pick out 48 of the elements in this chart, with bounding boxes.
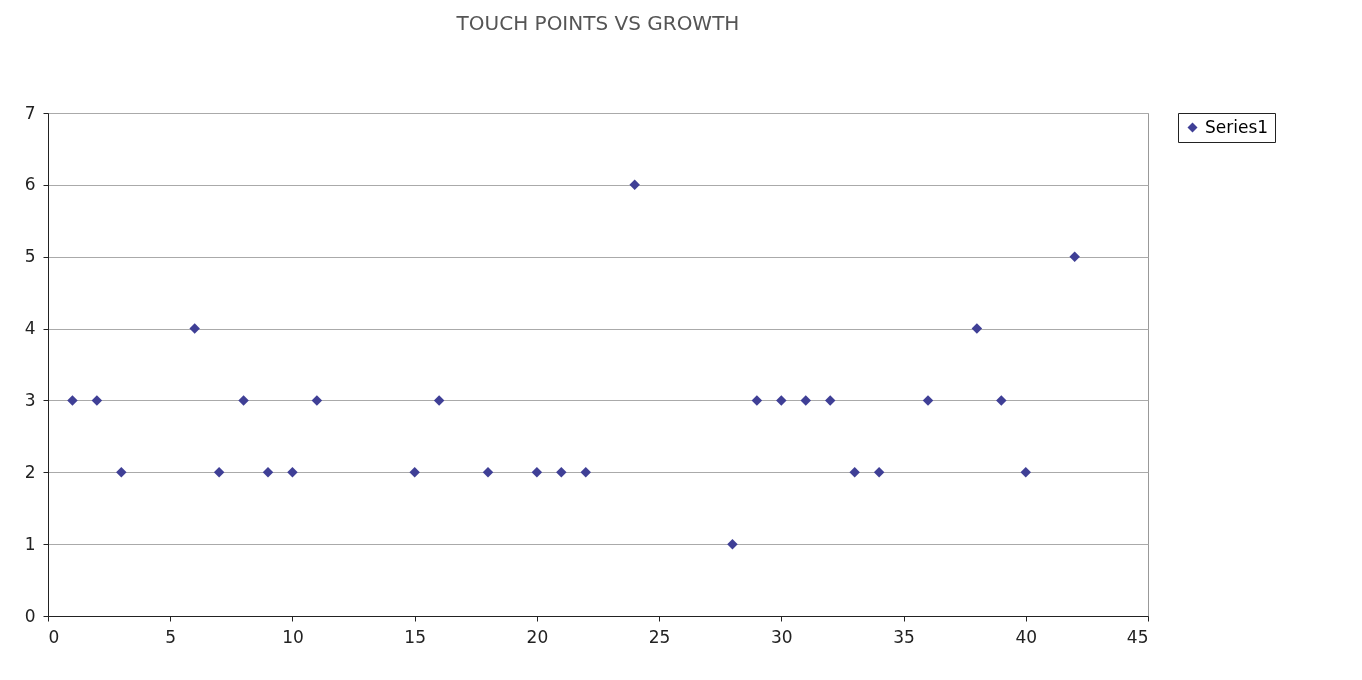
- y-tick-label: 1: [24, 533, 36, 554]
- y-tick-label: 3: [24, 389, 36, 410]
- point: [213, 467, 225, 478]
- y-tick-label: 0: [24, 605, 36, 626]
- chart-title: TOUCH POINTS VS GROWTH: [455, 11, 740, 35]
- point: [409, 467, 420, 478]
- point: [433, 395, 445, 406]
- x-tick-label: 30: [771, 626, 793, 647]
- point: [727, 538, 738, 550]
- point: [67, 395, 78, 406]
- x-tick-label: 15: [404, 626, 426, 647]
- x-tick-label: 25: [648, 626, 671, 647]
- point: [922, 395, 934, 406]
- point: [531, 467, 543, 478]
- x-tick-label: 0: [48, 626, 60, 647]
- point: [971, 323, 983, 334]
- point: [849, 467, 860, 478]
- y-tick-label: 6: [24, 174, 36, 195]
- x-tick-label: 10: [282, 626, 304, 647]
- point: [824, 395, 836, 406]
- point: [873, 467, 885, 478]
- x-tick-label: 40: [1015, 626, 1038, 647]
- legend-label: Series1: [1205, 116, 1269, 137]
- point: [262, 467, 274, 478]
- point: [751, 395, 763, 406]
- x-tick-label: 35: [893, 626, 915, 647]
- point: [1020, 467, 1032, 478]
- point: [91, 395, 103, 406]
- x-tick-label: 20: [526, 626, 549, 647]
- point: [189, 323, 200, 334]
- y-tick-label: 4: [24, 318, 36, 339]
- point: [996, 395, 1007, 406]
- point: [776, 395, 787, 406]
- point: [1069, 251, 1080, 262]
- point: [800, 395, 812, 406]
- y-tick-label: 7: [24, 102, 36, 123]
- point: [287, 467, 298, 478]
- point: [238, 395, 249, 406]
- point: [580, 467, 592, 478]
- y-tick-label: 2: [24, 461, 36, 482]
- x-tick-label: 45: [1126, 626, 1149, 647]
- y-tick-label: 5: [24, 246, 36, 267]
- point: [116, 467, 127, 478]
- x-tick-label: 5: [165, 626, 177, 647]
- point: [629, 179, 640, 191]
- point: [482, 467, 494, 478]
- point: [311, 395, 323, 406]
- point: [556, 467, 567, 478]
